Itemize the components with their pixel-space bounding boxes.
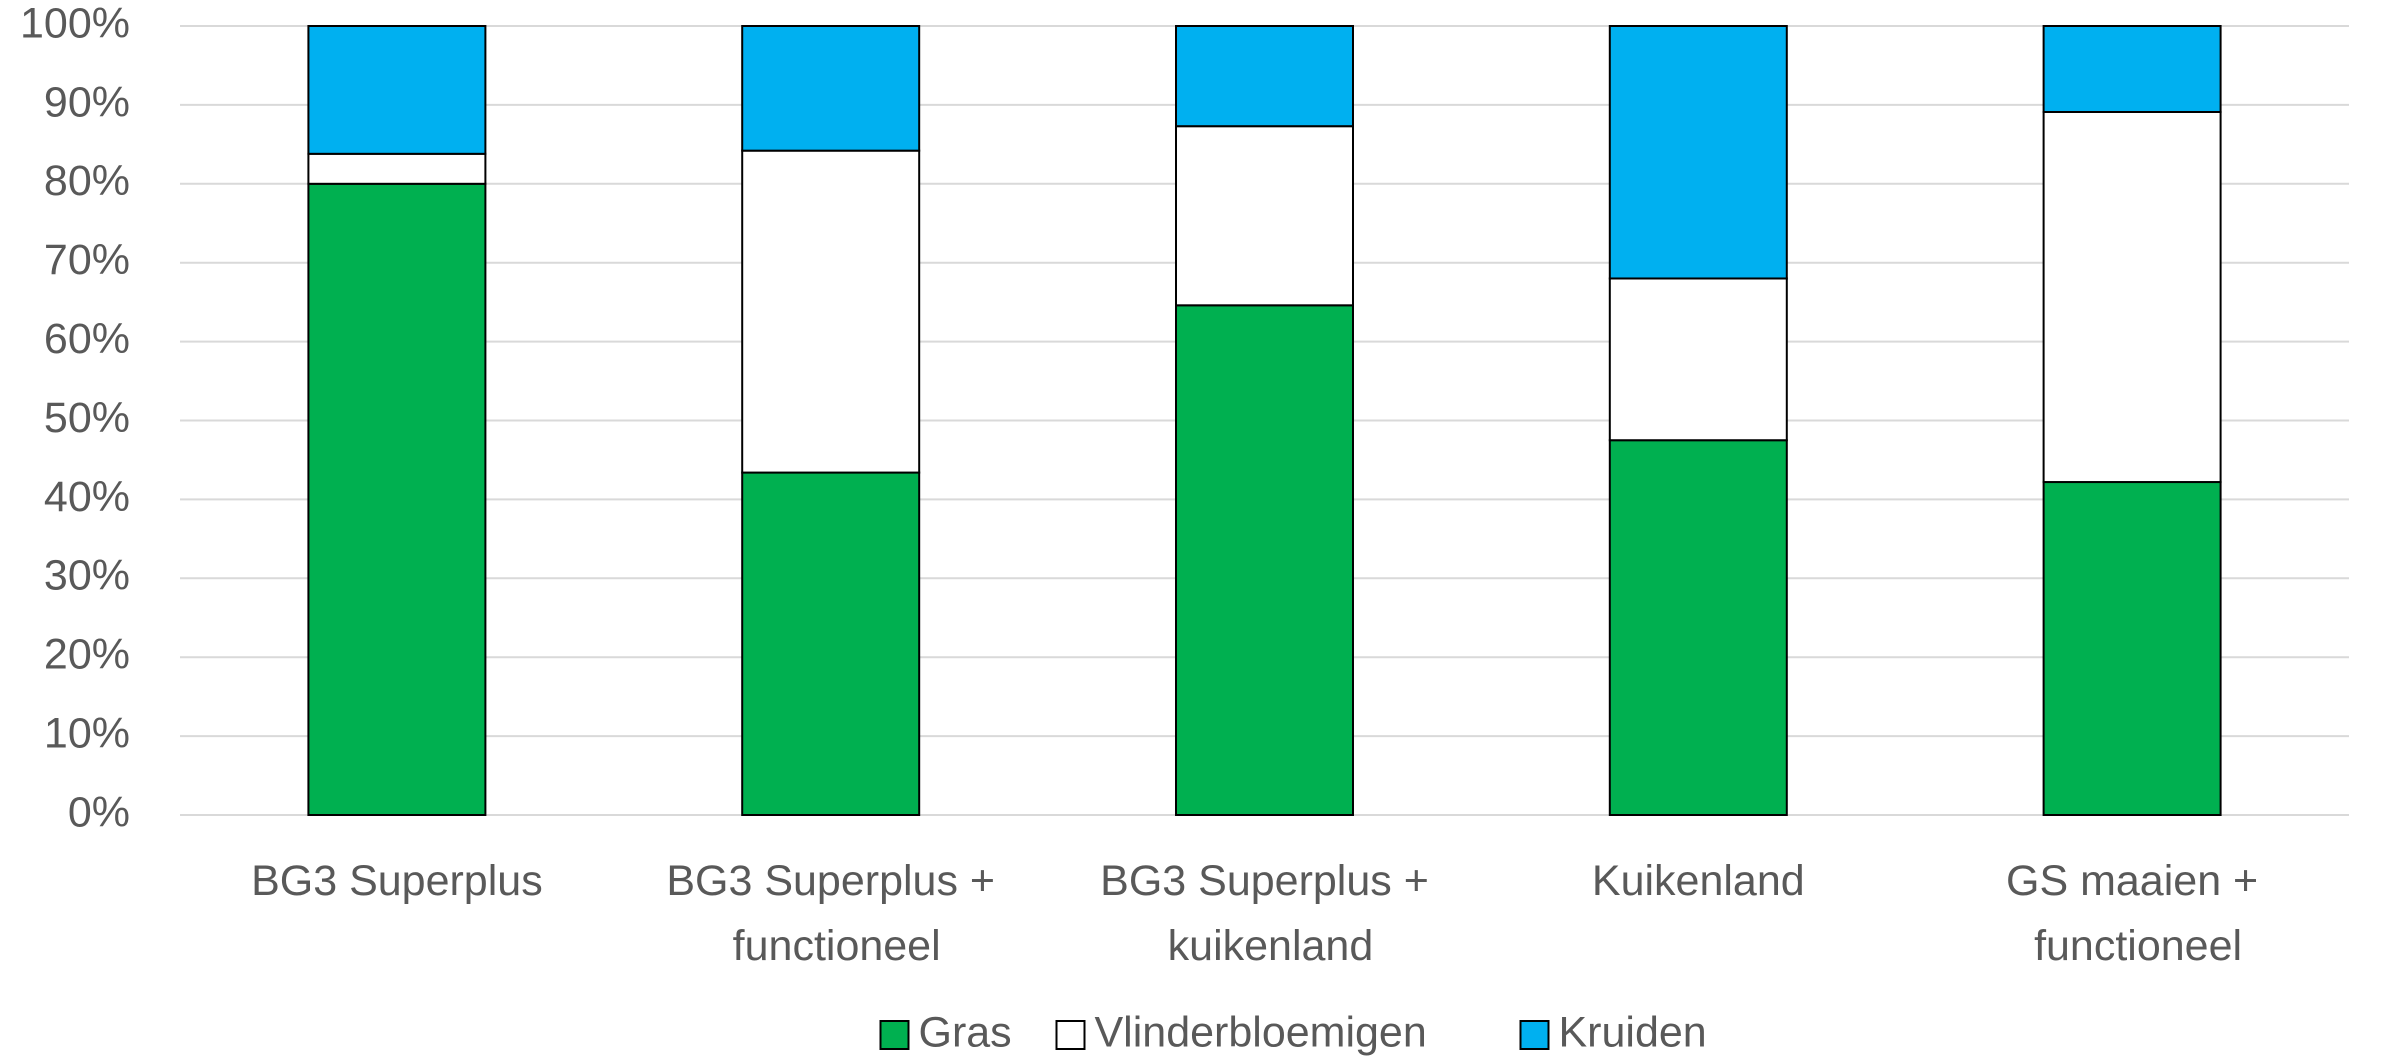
y-tick-label: 0% bbox=[68, 788, 130, 836]
bar-segment bbox=[307, 152, 487, 185]
x-tick-label-line: Kuikenland bbox=[1592, 857, 1805, 905]
x-tick-label-line: functioneel bbox=[2022, 922, 2242, 970]
y-tick-label: 50% bbox=[44, 394, 130, 442]
bar-segment bbox=[2042, 481, 2222, 816]
bar-segment bbox=[1175, 304, 1354, 816]
y-tick-label: 20% bbox=[44, 631, 130, 679]
x-tick-label: BG3 Superplus + kuikenland bbox=[1100, 857, 1429, 970]
bar-segment bbox=[1608, 439, 1788, 816]
y-tick-label: 70% bbox=[44, 236, 130, 284]
bar-segment bbox=[2042, 111, 2222, 484]
x-tick-label: Kuikenland bbox=[1592, 857, 1805, 905]
bar-segment bbox=[307, 25, 487, 155]
x-tick-label: BG3 Superplus bbox=[251, 857, 543, 905]
bar-segment bbox=[1175, 25, 1354, 128]
x-tick-label: BG3 Superplus + functioneel bbox=[666, 857, 995, 970]
y-tick-label: 90% bbox=[44, 78, 130, 126]
bar-segment bbox=[741, 149, 921, 474]
bar-segment bbox=[741, 25, 921, 152]
legend-label: Kruiden bbox=[1559, 1008, 1707, 1056]
x-tick-label-line: BG3 Superplus + bbox=[1100, 857, 1429, 905]
legend-swatch bbox=[1055, 1020, 1086, 1050]
legend-label: Gras bbox=[919, 1008, 1012, 1056]
x-tick-label-line: BG3 Superplus bbox=[251, 857, 543, 905]
bar-segment bbox=[1608, 277, 1788, 442]
bar-segment bbox=[741, 471, 921, 816]
y-tick-label: 10% bbox=[44, 709, 130, 757]
bar-segment bbox=[1608, 25, 1788, 280]
x-tick-label-line: functioneel bbox=[721, 922, 941, 970]
legend-label: Vlinderbloemigen bbox=[1095, 1008, 1427, 1056]
bar-segment bbox=[2042, 25, 2222, 114]
y-tick-label: 100% bbox=[20, 0, 130, 47]
bar-segment bbox=[1175, 125, 1354, 307]
y-tick-label: 60% bbox=[44, 315, 130, 363]
y-tick-label: 30% bbox=[44, 552, 130, 600]
x-tick-label-line: kuikenland bbox=[1156, 922, 1374, 970]
legend-swatch bbox=[1519, 1020, 1550, 1050]
x-tick-label-line: BG3 Superplus + bbox=[666, 857, 995, 905]
legend-swatch bbox=[879, 1020, 910, 1050]
y-tick-label: 40% bbox=[44, 473, 130, 521]
x-tick-label: GS maaien + functioneel bbox=[2006, 857, 2258, 970]
bar-segment bbox=[307, 182, 487, 817]
y-tick-label: 80% bbox=[44, 157, 130, 205]
x-tick-label-line: GS maaien + bbox=[2006, 857, 2258, 905]
